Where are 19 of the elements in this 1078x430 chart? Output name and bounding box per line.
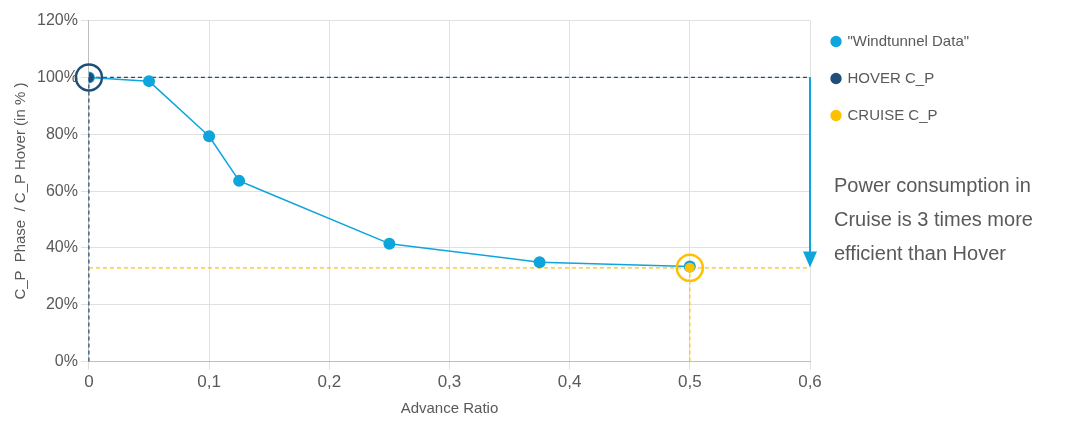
x-tick-label: 0,3 xyxy=(437,372,462,392)
y-axis-title: C_P Phase / C_P Hover (in % ) xyxy=(11,82,29,300)
x-axis-title: Advance Ratio xyxy=(400,399,499,417)
x-tick-label: 0,6 xyxy=(798,372,822,392)
y-tick-label: 0% xyxy=(54,352,78,370)
legend-label: HOVER C_P xyxy=(847,68,935,86)
x-tick-label: 0,4 xyxy=(557,372,582,392)
y-tick-label: 120% xyxy=(37,11,78,29)
y-tick-label: 80% xyxy=(45,124,78,142)
text: Power consumption in Cruise is 3 times more efficient than Hover xyxy=(834,173,1034,266)
x-tick-label: 0,2 xyxy=(317,372,342,392)
x-tick-label: 0 xyxy=(84,372,94,392)
y-tick-label: 40% xyxy=(45,238,78,256)
x-tick-label: 0,5 xyxy=(678,372,702,392)
x-tick-label: 0,1 xyxy=(197,372,221,392)
y-tick-label: 20% xyxy=(45,295,78,313)
legend-label: "Windtunnel Data" xyxy=(847,31,970,49)
y-tick-label: 60% xyxy=(45,181,78,199)
legend-label: CRUISE C_P xyxy=(847,105,938,123)
